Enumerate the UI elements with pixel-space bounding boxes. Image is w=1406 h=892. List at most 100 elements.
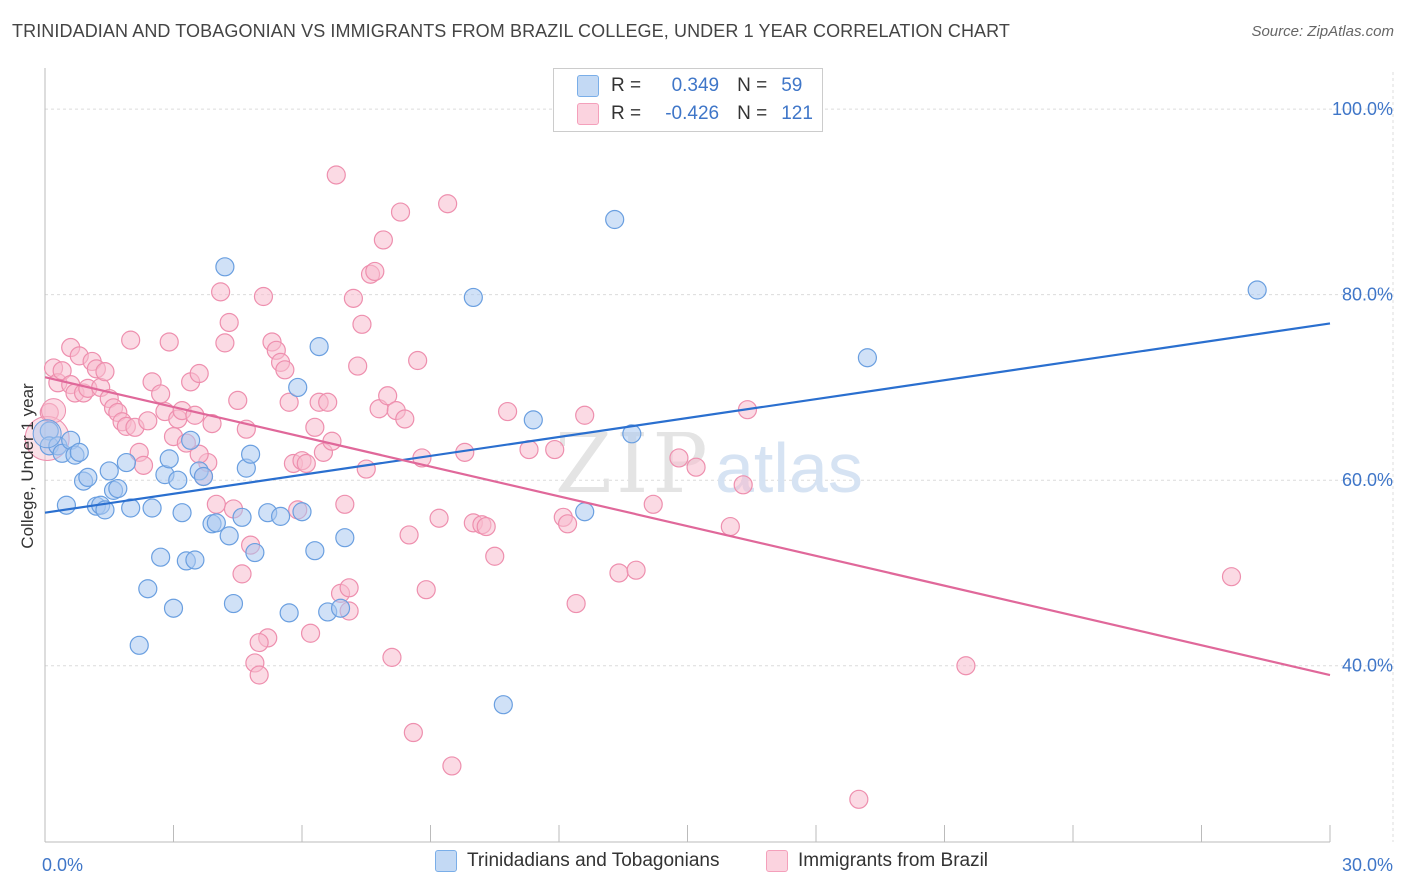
trinidad-point xyxy=(292,502,312,522)
brazil-trend-line xyxy=(44,376,1331,677)
x-tick-label-max: 30.0% xyxy=(1342,855,1393,875)
brazil-point xyxy=(545,439,565,460)
trinidad-point xyxy=(159,449,179,469)
brazil-point xyxy=(215,333,235,353)
trinidad-point xyxy=(163,598,184,618)
brazil-point xyxy=(253,286,274,307)
r-value: -0.426 xyxy=(665,103,720,124)
brazil-point xyxy=(228,390,248,411)
brazil-point xyxy=(390,202,411,222)
trinidad-point xyxy=(181,430,201,450)
brazil-point xyxy=(138,411,158,431)
trinidad-point xyxy=(279,603,299,623)
brazil-point xyxy=(720,516,740,537)
brazil-point xyxy=(403,722,423,743)
legend-label: Trinidadians and Tobagonians xyxy=(467,850,720,871)
brazil-point xyxy=(498,401,518,422)
trinidad-point xyxy=(245,542,265,563)
r-label: R = xyxy=(611,103,642,124)
trinidad-point xyxy=(463,287,483,308)
axes xyxy=(44,68,1331,843)
r-value: 0.349 xyxy=(671,75,720,96)
brazil-point xyxy=(348,356,368,376)
brazil-point xyxy=(133,455,154,475)
trinidad-point xyxy=(108,478,128,499)
stats-legend: R = 0.349 N = 59 R = -0.426 N = 121 xyxy=(553,68,823,132)
brazil-point xyxy=(733,475,753,495)
trinidad-point xyxy=(116,452,136,473)
trinidad-point xyxy=(193,466,214,487)
legend-item-trinidad: Trinidadians and Tobagonians xyxy=(435,850,719,872)
brazil-point xyxy=(300,623,321,643)
brazil-point xyxy=(185,405,205,425)
n-label: N = xyxy=(737,103,768,124)
legend-label: Immigrants from Brazil xyxy=(798,850,989,871)
brazil-point xyxy=(52,361,72,381)
brazil-point xyxy=(373,230,393,250)
y-tick-label: 40.0% xyxy=(1342,656,1393,676)
brazil-point xyxy=(1221,567,1242,587)
trinidad-point xyxy=(168,470,188,490)
trinidad-point xyxy=(69,442,89,462)
brazil-point xyxy=(343,288,363,308)
legend-swatch-blue xyxy=(435,850,457,872)
brazil-point xyxy=(339,578,359,598)
brazil-point xyxy=(476,516,496,537)
trinidad-point xyxy=(78,467,98,488)
brazil-point xyxy=(557,514,578,534)
brazil-point xyxy=(429,508,449,528)
n-value: 59 xyxy=(781,75,803,96)
trinidad-trend-line xyxy=(44,322,1331,514)
trinidad-point xyxy=(622,424,642,444)
trinidad-point xyxy=(219,526,239,546)
trinidad-point xyxy=(605,209,625,230)
brazil-point xyxy=(575,405,595,425)
brazil-point xyxy=(151,384,171,404)
n-label: N = xyxy=(737,75,768,96)
trinidad-point xyxy=(142,498,162,518)
trinidad-point xyxy=(129,635,149,655)
brazil-point xyxy=(438,194,458,214)
trinidad-point xyxy=(185,550,205,570)
brazil-point xyxy=(566,593,586,614)
brazil-point xyxy=(159,332,179,352)
stats-swatch-pink xyxy=(577,103,599,125)
trinidad-point xyxy=(223,593,244,614)
trinidad-point xyxy=(493,695,513,715)
source-note: Source: ZipAtlas.com xyxy=(1251,23,1394,40)
brazil-point xyxy=(95,362,115,382)
brazil-point xyxy=(279,392,299,412)
trinidad-point xyxy=(575,502,595,522)
brazil-point xyxy=(849,789,869,809)
brazil-point xyxy=(275,360,295,380)
tick-labels: 40.0% 60.0% 80.0% 100.0% 0.0% 30.0% xyxy=(42,99,1393,875)
brazil-point xyxy=(232,564,252,584)
brazil-point xyxy=(399,525,419,545)
n-value: 121 xyxy=(781,103,813,124)
trinidad-point xyxy=(305,541,325,561)
brazil-point xyxy=(189,363,209,384)
trinidad-point xyxy=(335,528,355,548)
brazil-point xyxy=(643,494,663,514)
brazil-point xyxy=(956,656,976,676)
trinidad-point xyxy=(138,579,158,599)
stats-row-brazil: R = -0.426 N = 121 xyxy=(554,100,813,128)
y-axis-label: College, Under 1 year xyxy=(18,383,37,549)
brazil-point xyxy=(305,417,325,437)
r-label: R = xyxy=(611,75,642,96)
brazil-point xyxy=(378,386,398,406)
trinidad-point xyxy=(309,337,329,357)
y-tick-label: 80.0% xyxy=(1342,285,1393,305)
trinidad-point xyxy=(151,547,171,567)
brazil-point xyxy=(335,494,355,514)
brazil-point xyxy=(121,330,141,350)
trinidad-point xyxy=(288,377,308,398)
trinidad-point xyxy=(232,507,252,527)
brazil-point xyxy=(365,261,385,282)
brazil-point xyxy=(202,414,222,434)
trinidad-point xyxy=(523,410,543,430)
brazil-point xyxy=(485,546,505,566)
brazil-point xyxy=(211,282,231,302)
brazil-point xyxy=(249,632,269,653)
